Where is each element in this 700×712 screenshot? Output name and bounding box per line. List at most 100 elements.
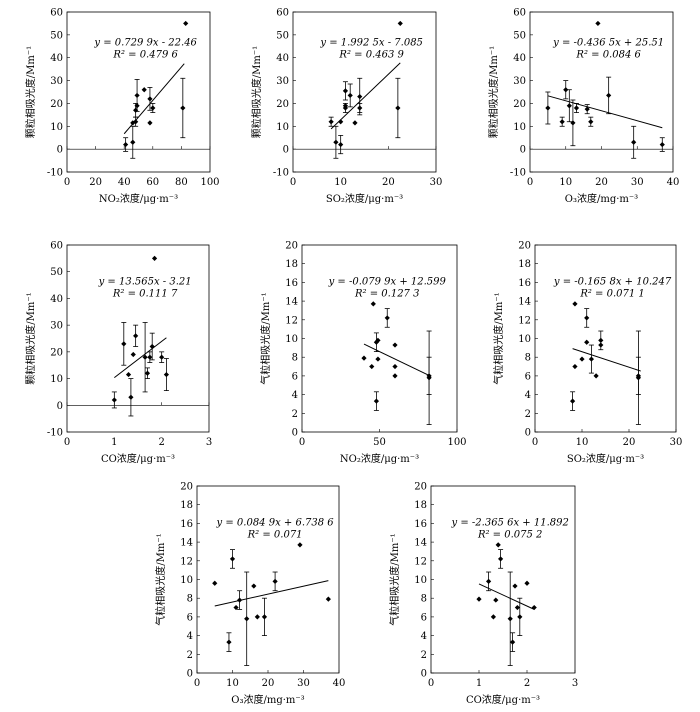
- y-tick-label: 0: [57, 401, 63, 412]
- y-tick-label: 20: [518, 241, 531, 252]
- x-tick-label: 50: [373, 437, 386, 448]
- y-tick-label: -10: [273, 168, 289, 179]
- data-point: [507, 616, 513, 622]
- y-tick-label: 12: [180, 556, 193, 567]
- data-point: [584, 106, 590, 112]
- y-tick-label: 2: [292, 409, 298, 420]
- regression-equation: y = -2.365 6x + 11.892: [451, 517, 569, 528]
- x-tick-label: 0: [428, 678, 434, 689]
- plot-frame: [534, 244, 677, 433]
- y-tick-label: 8: [187, 594, 193, 605]
- y-tick-label: 4: [187, 631, 193, 642]
- x-tick-label: 40: [333, 678, 346, 689]
- y-tick-label: 50: [50, 267, 63, 278]
- y-tick-label: 2: [421, 650, 427, 661]
- y-tick-label: 6: [292, 371, 298, 382]
- y-tick-label: 12: [285, 315, 298, 326]
- regression-equation: y = -0.079 9x + 12.599: [328, 276, 447, 287]
- y-tick-label: 14: [180, 538, 193, 549]
- regression-equation: y = 1.992 5x - 7.085: [319, 38, 423, 49]
- y-tick-label: -10: [510, 168, 526, 179]
- data-point: [579, 356, 585, 362]
- y-tick-label: 10: [180, 575, 193, 586]
- data-point: [159, 354, 165, 360]
- data-point: [517, 614, 523, 620]
- y-tick-label: 6: [525, 371, 531, 382]
- y-tick-label: 60: [276, 8, 289, 19]
- chart-panel-7: 0 10 20 30 40 0 2 4 6 8 10 12 14 16 18 20 O₃浓度/mg·m⁻³ 气粒相…: [154, 482, 345, 707]
- data-point: [531, 604, 537, 611]
- data-point: [338, 141, 344, 148]
- regression-equation: y = 13.565x - 3.21: [98, 276, 192, 287]
- y-tick-label: -10: [47, 428, 63, 439]
- y-tick-label: 20: [513, 99, 526, 110]
- data-point: [570, 398, 576, 404]
- data-point: [125, 371, 132, 378]
- y-tick-label: 40: [50, 53, 63, 64]
- x-tick-label: 0: [64, 177, 70, 188]
- data-point: [373, 339, 379, 345]
- regression-equation: y = -0.165 8x + 10.247: [553, 276, 672, 287]
- data-point: [244, 616, 250, 622]
- y-tick-label: 16: [414, 519, 427, 530]
- y-tick-label: 18: [180, 500, 193, 511]
- data-point: [598, 337, 604, 343]
- y-tick-label: 18: [414, 500, 427, 511]
- y-tick-label: 40: [513, 53, 526, 64]
- data-point: [251, 583, 257, 589]
- x-tick-label: 20: [89, 177, 102, 188]
- data-point: [635, 373, 641, 379]
- y-tick-label: 20: [50, 99, 63, 110]
- y-tick-label: 16: [285, 278, 298, 289]
- regression-line: [330, 62, 401, 130]
- regression-line: [572, 348, 641, 372]
- data-point: [123, 141, 129, 148]
- y-tick-label: 12: [414, 556, 427, 567]
- r-squared-label: R² = 0.071: [247, 529, 303, 540]
- y-tick-label: 10: [50, 122, 63, 133]
- r-squared-label: R² = 0.075 2: [477, 529, 542, 540]
- data-point: [347, 92, 353, 99]
- data-point: [498, 556, 504, 562]
- y-tick-label: 20: [276, 99, 289, 110]
- data-point: [631, 139, 637, 145]
- y-tick-label: 40: [276, 53, 289, 64]
- data-point: [147, 96, 153, 102]
- data-point: [333, 139, 339, 145]
- y-axis-label: 气粒相吸光度/Mm⁻¹: [492, 292, 505, 384]
- data-point: [375, 356, 381, 362]
- data-point: [392, 373, 398, 379]
- y-tick-label: 30: [50, 321, 63, 332]
- y-tick-label: 6: [421, 612, 427, 623]
- data-point: [130, 139, 136, 145]
- y-tick-label: 10: [50, 374, 63, 385]
- regression-equation: y = 0.084 9x + 6.738 6: [216, 517, 335, 528]
- data-point: [373, 398, 379, 404]
- x-tick-label: 0: [527, 177, 533, 188]
- x-tick-label: 30: [631, 177, 644, 188]
- x-tick-label: 10: [334, 177, 347, 188]
- data-point: [297, 542, 303, 548]
- x-axis-label: SO₂浓度/μg·m⁻³: [567, 452, 644, 465]
- data-point: [572, 363, 578, 370]
- x-tick-label: 20: [382, 177, 395, 188]
- y-tick-label: 8: [421, 594, 427, 605]
- y-tick-label: 60: [50, 8, 63, 19]
- data-point: [659, 141, 665, 148]
- x-tick-label: 60: [146, 177, 159, 188]
- data-point: [237, 597, 243, 603]
- data-point: [392, 342, 398, 348]
- data-point: [141, 87, 147, 93]
- y-axis-label: 气粒相吸光度/Mm⁻¹: [154, 533, 167, 625]
- y-tick-label: 4: [421, 631, 427, 642]
- y-tick-label: 18: [285, 259, 298, 270]
- data-point: [584, 339, 590, 345]
- chart-panel-1: 0 20 40 60 80 100-100102030405060NO₂浓度/μg·m⁻³…: [24, 8, 220, 206]
- data-point: [476, 596, 482, 602]
- data-point: [493, 597, 499, 603]
- x-tick-label: 0: [532, 437, 538, 448]
- x-axis-label: NO₂浓度/μg·m⁻³: [99, 192, 178, 205]
- r-squared-label: R² = 0.127 3: [354, 288, 419, 299]
- data-point: [563, 87, 569, 93]
- x-tick-label: 1: [111, 437, 117, 448]
